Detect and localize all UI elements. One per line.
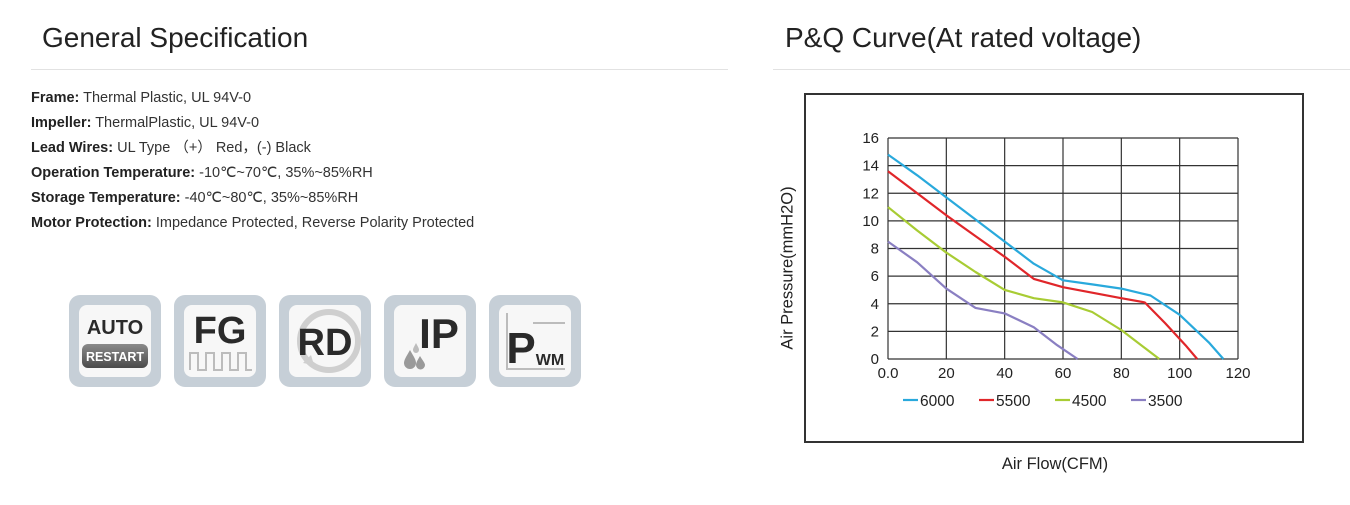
y-tick-label: 4	[871, 296, 879, 313]
badge-pwm-p-text: P	[506, 324, 535, 373]
x-tick-label: 40	[996, 365, 1013, 382]
pq-divider	[773, 69, 1350, 70]
spec-item-motor-protection: Motor Protection: Impedance Protected, R…	[31, 215, 475, 231]
legend-label-3500: 3500	[1148, 393, 1183, 410]
y-tick-label: 6	[871, 268, 879, 285]
x-tick-label: 0.0	[878, 365, 899, 382]
y-axis-label: Air Pressure(mmH2O)	[778, 186, 797, 350]
water-drop-small-icon	[416, 356, 425, 370]
badge-pwm-wm-text: WM	[536, 352, 564, 369]
spec-item-operation-temperature: Operation Temperature: -10℃~70℃, 35%~85%…	[31, 165, 373, 181]
spec-list: Frame: Thermal Plastic, UL 94V-0 Impelle…	[31, 86, 474, 236]
legend-label-6000: 6000	[920, 393, 955, 410]
y-tick-label: 2	[871, 323, 879, 340]
pq-chart-frame: 0.0 20 40 60 80 100 120 0 2 4 6 8 10 12 14 16 6000 5500 45…	[804, 93, 1304, 443]
feature-badges: AUTO RESTART FG RD IP	[69, 295, 581, 387]
y-tick-label: 10	[862, 213, 879, 230]
spec-item-storage-temperature: Storage Temperature: -40℃~80℃, 35%~85%RH	[31, 190, 359, 206]
square-wave-icon	[189, 352, 252, 371]
series-line-5500	[887, 170, 1199, 360]
y-tick-label: 12	[862, 185, 879, 202]
pwm-icon: P WM	[489, 295, 581, 387]
spec-divider	[31, 69, 728, 70]
series-line-6000	[887, 153, 1225, 360]
x-tick-label: 20	[938, 365, 955, 382]
rotation-ring-icon	[297, 309, 361, 373]
y-tick-label: 0	[871, 351, 879, 368]
series-line-4500	[887, 206, 1160, 360]
spec-section-title: General Specification	[42, 22, 309, 53]
rd-icon: RD	[279, 295, 371, 387]
legend-label-4500: 4500	[1072, 393, 1107, 410]
series-line-3500	[887, 240, 1079, 360]
auto-restart-icon: AUTO RESTART	[69, 295, 161, 387]
pq-section-title: P&Q Curve(At rated voltage)	[785, 22, 1142, 53]
x-tick-label: 80	[1113, 365, 1130, 382]
x-tick-label: 60	[1055, 365, 1072, 382]
x-tick-label: 100	[1167, 365, 1192, 382]
y-tick-label: 8	[871, 241, 879, 258]
badge-ip-text: IP	[419, 310, 459, 357]
badge-rd-text: RD	[298, 322, 353, 364]
badge-fg-text: FG	[194, 310, 247, 352]
y-tick-label: 14	[862, 158, 879, 175]
badge-auto-text: AUTO	[87, 317, 143, 339]
ip-icon: IP	[384, 295, 476, 387]
fg-icon: FG	[174, 295, 266, 387]
badge-restart-text: RESTART	[86, 350, 144, 364]
legend-label-5500: 5500	[996, 393, 1031, 410]
water-drop-icon	[404, 350, 416, 369]
pq-chart: 0.0 20 40 60 80 100 120 0 2 4 6 8 10 12 14 16 6000 5500 45…	[862, 130, 1250, 410]
x-axis-label: Air Flow(CFM)	[1001, 455, 1109, 473]
spec-item-lead-wires: Lead Wires: UL Type （+） Red，(-) Black	[31, 140, 311, 156]
x-tick-label: 120	[1225, 365, 1250, 382]
y-tick-label: 16	[862, 130, 879, 147]
spec-item-impeller: Impeller: ThermalPlastic, UL 94V-0	[31, 115, 260, 131]
spec-item-frame: Frame: Thermal Plastic, UL 94V-0	[31, 90, 252, 106]
